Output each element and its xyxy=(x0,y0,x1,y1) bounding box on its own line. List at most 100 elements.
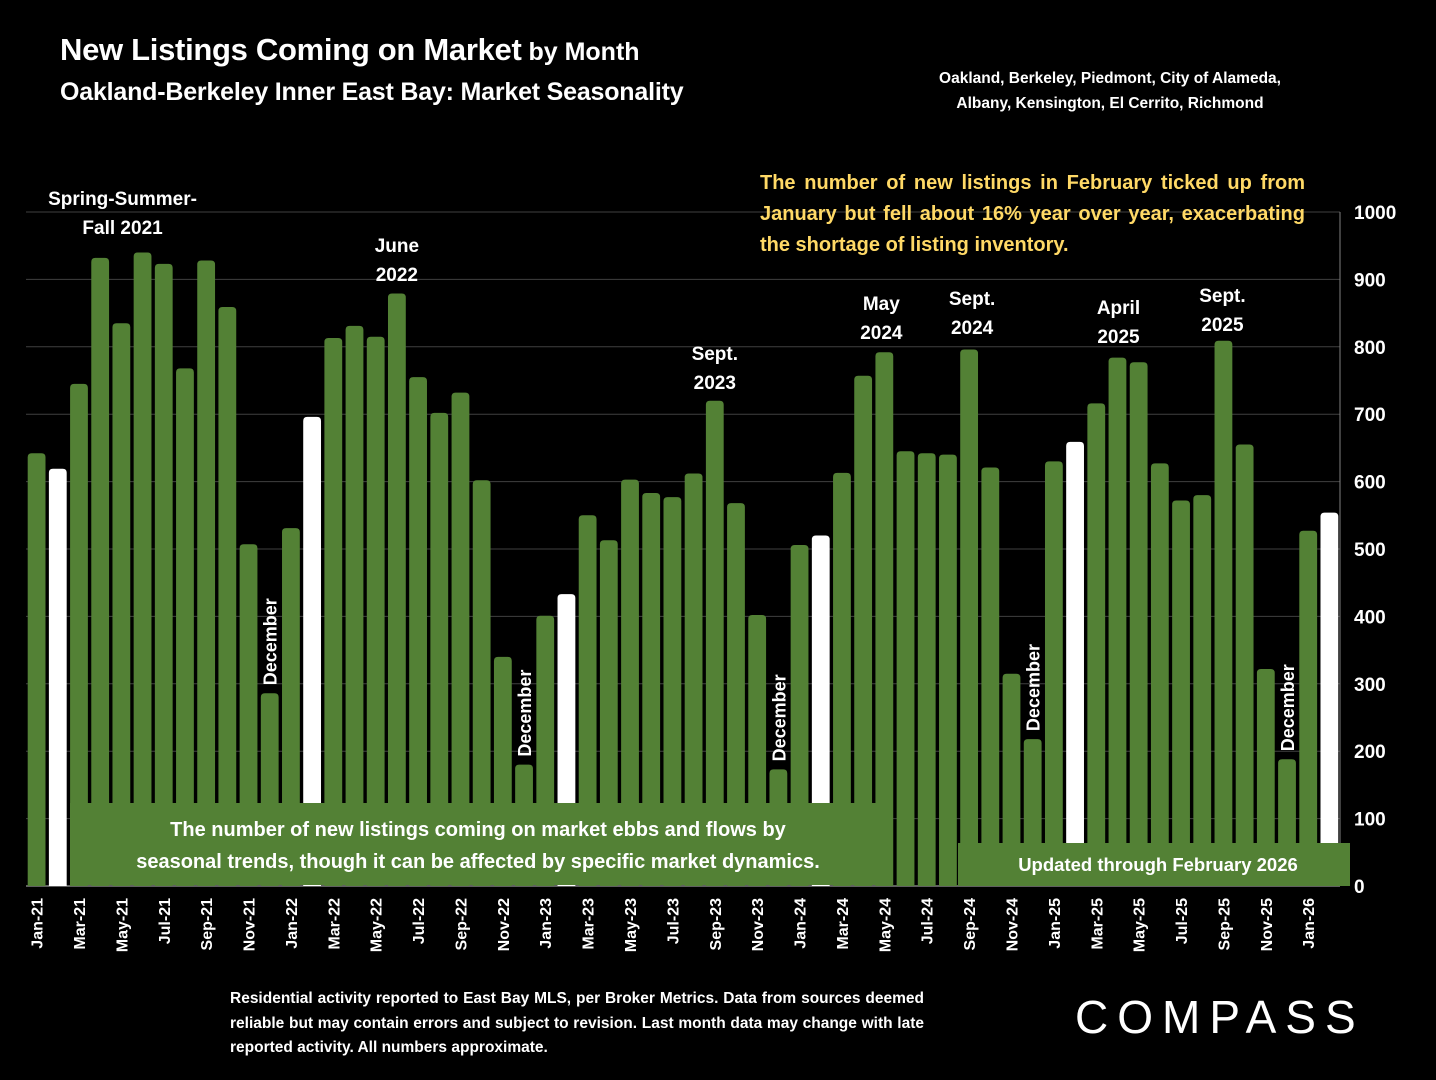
bar-Apr-23 xyxy=(599,540,618,886)
bar-Sep-22 xyxy=(451,392,470,886)
x-tick-label: Mar-22 xyxy=(326,898,343,950)
annotation-label: 2025 xyxy=(1097,327,1140,348)
y-tick-label: 400 xyxy=(1354,607,1386,628)
annotation-label: June xyxy=(375,236,419,257)
bar-Apr-21 xyxy=(91,257,110,886)
updated-box xyxy=(958,843,1350,886)
bar-Jan-25 xyxy=(1044,461,1063,886)
annotation-label: Sept. xyxy=(692,344,738,365)
bar-Sep-23 xyxy=(705,400,724,886)
y-tick-label: 800 xyxy=(1354,338,1386,359)
bar-Aug-21 xyxy=(176,368,194,886)
chart-title-main: New Listings Coming on Market xyxy=(60,32,522,67)
areas-line-2: Albany, Kensington, El Cerrito, Richmond xyxy=(956,95,1264,112)
december-label: December xyxy=(1024,644,1044,731)
bar-Jun-25 xyxy=(1150,463,1169,886)
x-tick-label: Jan-26 xyxy=(1301,898,1318,949)
bar-Oct-23 xyxy=(727,503,745,886)
x-tick-label: Jul-21 xyxy=(157,898,174,944)
bar-Jan-21 xyxy=(27,453,46,886)
x-tick-label: Jan-23 xyxy=(538,898,555,949)
x-tick-label: May-21 xyxy=(114,898,131,952)
y-tick-label: 700 xyxy=(1354,405,1386,426)
bars xyxy=(27,252,1339,887)
x-axis: Jan-21 Mar-21 May-21 Jul-21 Sep-21 Nov-21 Jan-… xyxy=(30,898,1319,952)
bar-Jul-21 xyxy=(154,263,173,886)
y-tick-label: 1000 xyxy=(1354,203,1396,224)
annotation-label: Sept. xyxy=(949,289,995,310)
x-tick-label: Jul-24 xyxy=(920,898,937,944)
y-tick-label: 0 xyxy=(1354,877,1365,898)
note-box-text: The number of new listings coming on mar… xyxy=(170,819,787,841)
bar-May-25 xyxy=(1129,362,1148,886)
bar-Mar-24 xyxy=(833,472,851,886)
y-axis: 0 100 200 300 400 500 600 700 800 900 1000 xyxy=(1354,203,1396,898)
annotation-label: Fall 2021 xyxy=(82,218,163,239)
note-box xyxy=(70,803,893,885)
bar-Apr-24 xyxy=(854,375,873,886)
y-tick-label: 600 xyxy=(1354,473,1386,494)
x-tick-label: May-24 xyxy=(877,898,894,952)
bar-May-21 xyxy=(112,323,131,887)
compass-logo: COMPASS xyxy=(1075,991,1365,1043)
bar-Sep-21 xyxy=(197,260,216,886)
x-tick-label: Mar-21 xyxy=(72,898,89,950)
updated-box-text: Updated through February 2026 xyxy=(1018,854,1298,875)
x-tick-label: May-23 xyxy=(623,898,640,952)
bar-Oct-25 xyxy=(1235,444,1254,886)
x-tick-label: Sep-24 xyxy=(962,898,979,951)
bar-Sep-25 xyxy=(1214,340,1233,886)
chart-subtitle: Oakland-Berkeley Inner East Bay: Market … xyxy=(60,78,684,106)
annotation-label: 2022 xyxy=(376,265,418,286)
annotation-label: 2024 xyxy=(951,318,994,339)
bar-May-22 xyxy=(366,336,385,886)
y-tick-label: 300 xyxy=(1354,675,1386,696)
bar-highlight-Feb-25 xyxy=(1066,441,1084,886)
bar-Oct-24 xyxy=(981,467,1000,886)
bar-Apr-22 xyxy=(345,325,364,886)
bar-Jan-24 xyxy=(790,544,809,886)
bar-Mar-22 xyxy=(324,338,343,887)
bar-Mar-21 xyxy=(70,383,88,886)
bar-Nov-25 xyxy=(1256,668,1275,886)
bar-Jul-22 xyxy=(409,377,427,886)
x-tick-label: Nov-22 xyxy=(496,898,513,951)
y-tick-label: 200 xyxy=(1354,742,1386,763)
bar-highlight-Feb-21 xyxy=(48,468,67,886)
bar-May-23 xyxy=(621,479,639,886)
bar-Aug-23 xyxy=(684,473,703,886)
annotation-label: April xyxy=(1097,298,1140,319)
bar-Jan-26 xyxy=(1299,530,1318,886)
bar-Sep-24 xyxy=(960,349,979,887)
x-tick-label: Sep-22 xyxy=(453,898,470,951)
december-label: December xyxy=(1278,664,1298,751)
x-tick-label: May-22 xyxy=(369,898,386,952)
x-tick-label: Sep-21 xyxy=(199,898,216,951)
chart-title-suffix: by Month xyxy=(521,38,640,66)
bar-Aug-24 xyxy=(939,454,957,886)
bar-Oct-21 xyxy=(218,307,237,886)
annotation-label: 2023 xyxy=(694,373,736,394)
x-tick-label: Mar-25 xyxy=(1089,898,1106,950)
bar-Jun-22 xyxy=(387,293,406,887)
areas-line-1: Oakland, Berkeley, Piedmont, City of Ala… xyxy=(939,70,1281,87)
x-tick-label: Sep-23 xyxy=(708,898,725,951)
x-tick-label: Nov-24 xyxy=(1005,898,1022,951)
bar-May-24 xyxy=(875,352,894,886)
december-labels: December December December December December xyxy=(261,598,1298,761)
x-tick-label: May-25 xyxy=(1132,898,1149,952)
x-tick-label: Jan-24 xyxy=(793,898,810,949)
x-tick-label: Mar-23 xyxy=(581,898,598,950)
bar-Jun-24 xyxy=(896,451,915,886)
bar-Mar-23 xyxy=(578,515,597,886)
annotation-label: Spring-Summer- xyxy=(48,189,197,210)
note-box-text: seasonal trends, though it can be affect… xyxy=(136,851,820,873)
december-label: December xyxy=(515,670,535,757)
x-tick-label: Jan-21 xyxy=(30,898,47,949)
bar-Jul-24 xyxy=(917,453,936,886)
bar-Aug-25 xyxy=(1193,495,1212,886)
bar-Mar-25 xyxy=(1087,403,1106,886)
y-tick-label: 100 xyxy=(1354,810,1386,831)
december-label: December xyxy=(261,598,281,685)
chart-title: New Listings Coming on Market by Month xyxy=(60,32,640,68)
